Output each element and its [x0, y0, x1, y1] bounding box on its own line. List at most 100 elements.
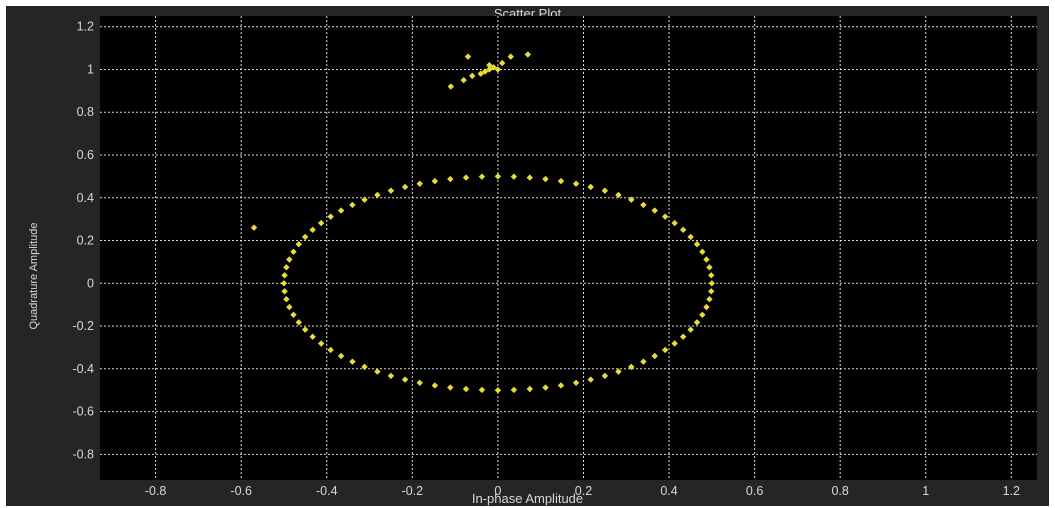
- data-point: [462, 174, 470, 181]
- data-point: [601, 187, 609, 194]
- data-point: [464, 53, 472, 60]
- data-point: [337, 207, 345, 214]
- y-tick-label: 0.8: [77, 105, 94, 119]
- data-point: [628, 363, 635, 371]
- data-point: [679, 226, 687, 234]
- data-point: [507, 53, 514, 60]
- data-point: [615, 368, 622, 375]
- data-point: [693, 319, 701, 326]
- data-point: [327, 213, 334, 220]
- plot-svg: -0.8 -0.6 -0.4 -0.2 0 0.2 0.4 0.6 0.8 1 1.2 1.2 1 0.8…: [72, 16, 1037, 498]
- data-point: [687, 233, 694, 241]
- data-point: [290, 311, 297, 318]
- x-tick-label: 0.6: [746, 484, 763, 498]
- data-point: [481, 68, 489, 75]
- data-point: [486, 61, 493, 69]
- data-point: [679, 333, 687, 340]
- data-point: [494, 386, 502, 394]
- data-point: [494, 173, 502, 180]
- data-point: [374, 368, 381, 375]
- data-point: [327, 346, 334, 354]
- data-point: [281, 288, 288, 295]
- y-tick-label: -0.2: [72, 319, 94, 333]
- data-point: [290, 248, 297, 255]
- data-point: [708, 272, 715, 279]
- data-point: [572, 379, 580, 387]
- data-point: [337, 352, 345, 360]
- x-tick-label: 0.4: [660, 484, 677, 498]
- data-point: [469, 72, 476, 80]
- data-point: [447, 175, 454, 183]
- y-tick-label: -0.8: [72, 447, 94, 461]
- data-point: [281, 272, 288, 279]
- data-point: [661, 213, 669, 220]
- data-point: [250, 224, 258, 231]
- data-point: [416, 180, 423, 187]
- data-point: [431, 177, 439, 185]
- data-point: [494, 66, 502, 73]
- data-point: [361, 196, 368, 203]
- data-point: [286, 303, 293, 311]
- data-point: [703, 303, 710, 311]
- x-tick-label: 0.2: [575, 484, 592, 498]
- x-tick-label: 1: [922, 484, 929, 498]
- x-tick-label: 0: [494, 484, 501, 498]
- x-tick-label: -0.2: [402, 484, 424, 498]
- data-point: [401, 183, 409, 191]
- data-point: [587, 376, 594, 383]
- data-point: [295, 241, 302, 248]
- x-tick-label: 1.2: [1003, 484, 1020, 498]
- y-tick-label: 0.4: [77, 191, 94, 205]
- data-point: [462, 385, 470, 393]
- data-point: [587, 183, 594, 191]
- data-point: [295, 319, 302, 326]
- y-tick-label: 0.6: [77, 148, 94, 162]
- y-tick-label: 1.2: [77, 20, 94, 34]
- data-point: [601, 372, 609, 380]
- data-point: [542, 384, 549, 391]
- data-point: [703, 256, 710, 263]
- data-point: [557, 177, 565, 185]
- data-point: [699, 248, 706, 255]
- data-point: [651, 352, 658, 360]
- data-point: [706, 264, 713, 271]
- y-tick-label: 0: [87, 276, 94, 290]
- data-point: [317, 219, 325, 227]
- data-point: [374, 191, 381, 199]
- y-tick-label: -0.4: [72, 362, 94, 376]
- data-point: [661, 346, 669, 354]
- data-point: [640, 358, 647, 365]
- data-point: [526, 385, 533, 393]
- data-point: [349, 201, 356, 209]
- data-point: [628, 196, 635, 203]
- data-point: [708, 288, 715, 295]
- data-point: [706, 296, 713, 303]
- y-tick-label: 0.2: [77, 234, 94, 248]
- data-point: [416, 379, 423, 387]
- data-point: [557, 382, 565, 389]
- scatter-figure: Scatter Plot -0.8 -0.6 -0.4 -0.2 0 0.2 0.4 0.6 0…: [6, 6, 1049, 506]
- data-point: [283, 264, 290, 271]
- data-point: [309, 333, 316, 340]
- data-point: [671, 340, 678, 347]
- data-point: [301, 326, 309, 333]
- data-point: [486, 66, 493, 73]
- data-point: [490, 64, 497, 71]
- data-point: [401, 376, 409, 383]
- data-point: [671, 219, 678, 227]
- data-point: [301, 233, 309, 241]
- data-point: [477, 70, 484, 77]
- data-point: [286, 256, 293, 263]
- x-tick-label: -0.8: [145, 484, 167, 498]
- data-point: [283, 296, 290, 303]
- data-point: [387, 187, 395, 194]
- data-point: [542, 175, 549, 183]
- data-point: [280, 280, 288, 287]
- x-tick-label: -0.4: [316, 484, 338, 498]
- data-point: [640, 201, 647, 209]
- data-point: [349, 358, 356, 365]
- data-point: [317, 340, 325, 347]
- plot-area: [100, 16, 1037, 480]
- x-tick-label: 0.8: [831, 484, 848, 498]
- data-point: [460, 76, 467, 84]
